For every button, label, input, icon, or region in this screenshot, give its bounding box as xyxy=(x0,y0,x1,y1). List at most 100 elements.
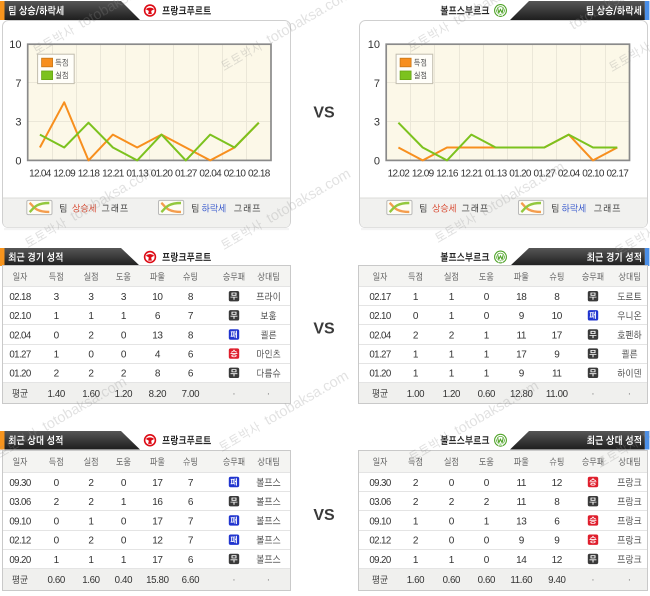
svg-text:0: 0 xyxy=(54,330,60,341)
svg-text:7: 7 xyxy=(188,536,194,547)
svg-text:7: 7 xyxy=(374,78,380,90)
svg-text:0: 0 xyxy=(484,555,490,566)
svg-text:11: 11 xyxy=(517,497,527,508)
svg-text:4: 4 xyxy=(155,350,161,361)
svg-text:0: 0 xyxy=(54,516,60,527)
svg-text:0: 0 xyxy=(484,536,490,547)
svg-text:2: 2 xyxy=(88,536,94,547)
svg-text:2: 2 xyxy=(88,330,94,341)
svg-text:0: 0 xyxy=(54,536,60,547)
svg-text:12.21: 12.21 xyxy=(102,169,125,180)
svg-text:·: · xyxy=(591,388,595,400)
svg-text:·: · xyxy=(267,574,271,586)
svg-text:12.16: 12.16 xyxy=(436,169,459,180)
svg-text:7: 7 xyxy=(188,311,194,322)
svg-text:1.60: 1.60 xyxy=(82,389,100,400)
svg-text:15.80: 15.80 xyxy=(146,575,169,586)
svg-text:VS: VS xyxy=(313,320,335,337)
svg-text:3: 3 xyxy=(54,292,60,303)
svg-text:1: 1 xyxy=(484,350,490,361)
svg-text:6: 6 xyxy=(554,516,560,527)
svg-text:0: 0 xyxy=(449,516,455,527)
svg-text:1: 1 xyxy=(449,555,455,566)
svg-text:01.20: 01.20 xyxy=(509,169,532,180)
svg-text:1: 1 xyxy=(413,516,419,527)
svg-text:1: 1 xyxy=(413,555,419,566)
svg-text:01.20: 01.20 xyxy=(151,169,174,180)
svg-text:2: 2 xyxy=(88,369,94,380)
svg-text:02.04: 02.04 xyxy=(199,169,222,180)
svg-text:9: 9 xyxy=(519,369,525,380)
svg-text:7: 7 xyxy=(188,516,194,527)
svg-text:2: 2 xyxy=(413,536,419,547)
svg-text:01.27: 01.27 xyxy=(369,350,390,361)
svg-text:12.80: 12.80 xyxy=(510,389,533,400)
svg-text:1.60: 1.60 xyxy=(82,575,100,586)
svg-text:3: 3 xyxy=(88,292,94,303)
svg-text:0: 0 xyxy=(121,516,127,527)
svg-text:9: 9 xyxy=(519,536,525,547)
svg-text:10: 10 xyxy=(368,39,380,51)
svg-text:1: 1 xyxy=(121,555,127,566)
svg-text:·: · xyxy=(591,574,595,586)
svg-text:02.04: 02.04 xyxy=(9,330,31,341)
svg-text:11: 11 xyxy=(552,369,562,380)
svg-text:17: 17 xyxy=(152,516,163,527)
svg-text:10: 10 xyxy=(152,292,163,303)
svg-text:13: 13 xyxy=(516,516,527,527)
svg-text:02.17: 02.17 xyxy=(607,169,630,180)
svg-text:0.60: 0.60 xyxy=(47,575,65,586)
svg-text:12.09: 12.09 xyxy=(412,169,435,180)
svg-text:11.60: 11.60 xyxy=(510,575,533,586)
svg-text:2: 2 xyxy=(54,369,60,380)
svg-text:1: 1 xyxy=(121,311,127,322)
svg-text:9: 9 xyxy=(554,536,560,547)
svg-text:09.20: 09.20 xyxy=(9,555,31,566)
svg-text:0: 0 xyxy=(484,292,490,303)
svg-text:7.00: 7.00 xyxy=(182,389,200,400)
svg-text:0.60: 0.60 xyxy=(478,575,496,586)
svg-text:0: 0 xyxy=(484,311,490,322)
svg-text:3: 3 xyxy=(15,117,21,129)
svg-text:0.60: 0.60 xyxy=(443,575,461,586)
svg-text:01.27: 01.27 xyxy=(175,169,198,180)
svg-text:0: 0 xyxy=(88,350,94,361)
svg-text:0: 0 xyxy=(121,350,127,361)
svg-text:1: 1 xyxy=(121,497,127,508)
svg-text:9: 9 xyxy=(519,311,525,322)
svg-text:10: 10 xyxy=(9,39,21,51)
svg-text:03.06: 03.06 xyxy=(369,497,390,508)
svg-text:·: · xyxy=(267,388,271,400)
svg-text:8: 8 xyxy=(155,369,161,380)
svg-text:2: 2 xyxy=(449,330,455,341)
svg-text:1.00: 1.00 xyxy=(407,389,425,400)
svg-text:13: 13 xyxy=(152,330,163,341)
svg-text:·: · xyxy=(232,574,236,586)
svg-text:17: 17 xyxy=(152,478,163,489)
svg-text:0.40: 0.40 xyxy=(115,575,133,586)
svg-text:1: 1 xyxy=(484,369,490,380)
svg-text:02.18: 02.18 xyxy=(9,292,30,303)
svg-text:02.10: 02.10 xyxy=(9,311,31,322)
svg-text:2: 2 xyxy=(449,497,455,508)
svg-text:1: 1 xyxy=(54,350,60,361)
svg-text:2: 2 xyxy=(121,369,127,380)
svg-text:0.60: 0.60 xyxy=(478,389,496,400)
svg-text:2: 2 xyxy=(88,478,94,489)
svg-text:02.12: 02.12 xyxy=(9,536,30,547)
svg-text:12.18: 12.18 xyxy=(78,169,101,180)
svg-text:1: 1 xyxy=(413,369,419,380)
svg-text:8: 8 xyxy=(554,497,560,508)
svg-text:02.04: 02.04 xyxy=(558,169,581,180)
svg-text:1: 1 xyxy=(484,516,490,527)
svg-text:11.00: 11.00 xyxy=(546,389,569,400)
svg-text:2: 2 xyxy=(413,330,419,341)
svg-text:11: 11 xyxy=(517,330,527,341)
svg-text:02.10: 02.10 xyxy=(224,169,247,180)
svg-text:17: 17 xyxy=(552,330,563,341)
svg-text:01.20: 01.20 xyxy=(369,369,391,380)
svg-text:7: 7 xyxy=(188,478,194,489)
svg-text:09.30: 09.30 xyxy=(9,478,31,489)
svg-text:1: 1 xyxy=(449,292,455,303)
svg-text:11: 11 xyxy=(517,478,527,489)
